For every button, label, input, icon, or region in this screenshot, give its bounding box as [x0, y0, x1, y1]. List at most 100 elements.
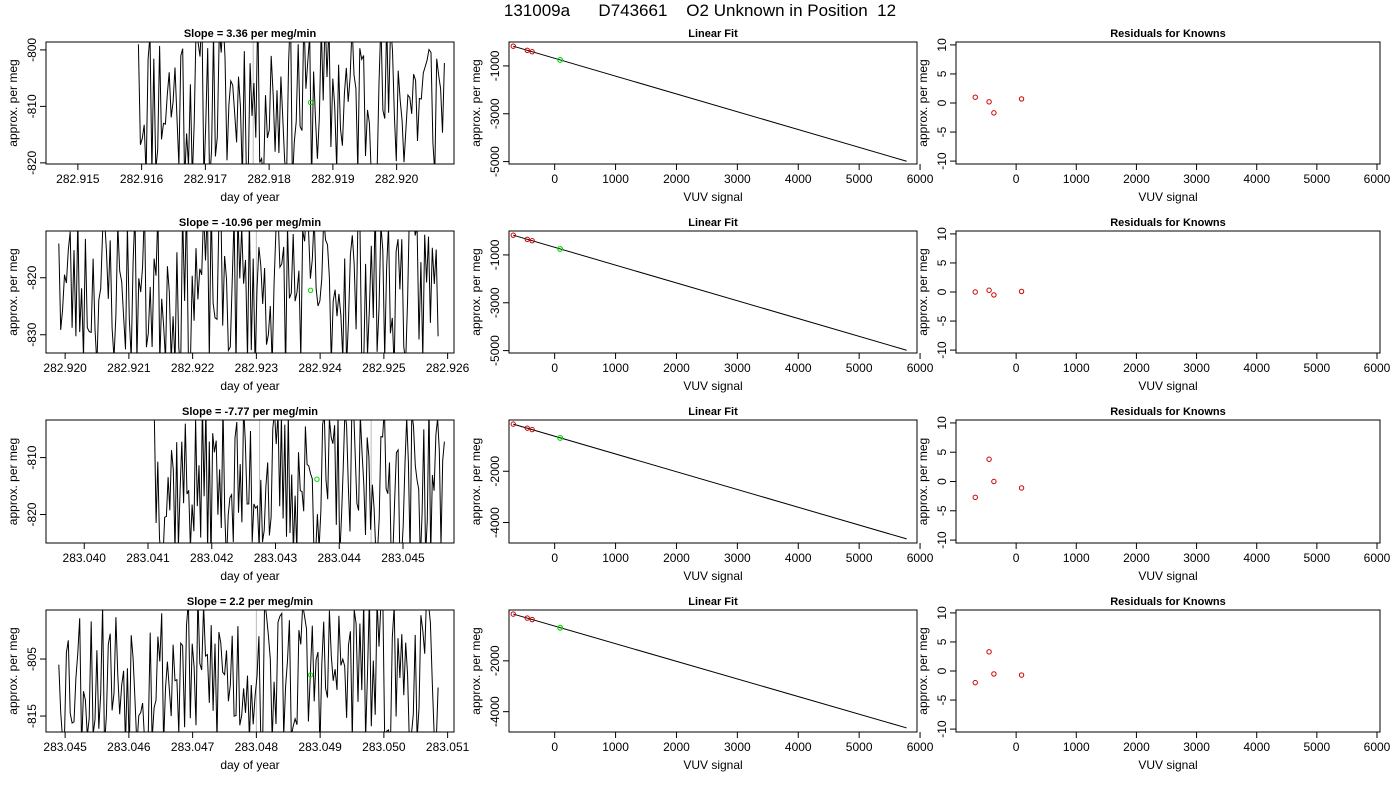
panel-title: Slope = -10.96 per meg/min	[179, 217, 321, 229]
time-series-line	[137, 42, 445, 164]
panel-title: Linear Fit	[688, 217, 738, 229]
x-tick-label: 282.920	[375, 172, 419, 186]
residual-point	[1018, 288, 1025, 295]
known-point	[510, 611, 516, 617]
time-series-line	[58, 610, 439, 732]
residual-point	[1018, 672, 1025, 678]
residual-point	[972, 679, 978, 686]
y-tick-label: 0	[935, 667, 949, 674]
panel-time-series-row-1: Slope = 3.36 per meg/min day of year appro…	[6, 28, 455, 204]
panel-linear-fit-row-1: Linear Fit VUV signal approx. per meg 0 1000…	[469, 28, 934, 204]
x-axis-label: day of year	[220, 569, 279, 583]
plot-frame	[955, 609, 1381, 733]
x-axis-label: VUV signal	[1138, 758, 1197, 772]
x-tick-label: 0	[1013, 551, 1020, 565]
known-point	[510, 43, 516, 49]
plot-frame	[955, 41, 1381, 165]
panel-title: Linear Fit	[688, 406, 738, 418]
x-tick-label: 4000	[785, 551, 812, 565]
x-tick-label: 1000	[602, 551, 629, 565]
x-tick-label: 283.051	[426, 740, 470, 754]
x-tick-label: 6000	[1364, 361, 1391, 375]
x-tick-label: 3000	[724, 172, 751, 186]
residual-point	[986, 287, 992, 293]
residual-point	[972, 94, 978, 100]
x-tick-label: 4000	[1243, 740, 1270, 754]
x-tick-label: 282.921	[107, 361, 151, 375]
plot-frame	[508, 419, 918, 544]
y-tick-label: -5	[935, 315, 949, 326]
time-series-line	[153, 420, 445, 543]
y-tick-label: -815	[25, 704, 39, 728]
y-axis-label: approx. per meg	[6, 59, 20, 146]
x-tick-label: 6000	[1364, 551, 1391, 565]
x-tick-label: 4000	[1243, 172, 1270, 186]
panel-title: Slope = 3.36 per meg/min	[184, 28, 317, 40]
x-tick-label: 2000	[1123, 740, 1150, 754]
unknown-point	[557, 56, 564, 63]
x-tick-label: 0	[1013, 740, 1020, 754]
x-tick-label: 2000	[1123, 551, 1150, 565]
y-tick-label: -5	[935, 505, 949, 516]
residual-point	[991, 292, 997, 298]
y-tick-label: -4000	[488, 696, 502, 727]
x-tick-label: 1000	[602, 172, 629, 186]
panel-title: Residuals for Knowns	[1110, 28, 1226, 40]
x-tick-label: 5000	[846, 740, 873, 754]
x-tick-label: 3000	[724, 361, 751, 375]
plot-frame	[955, 230, 1381, 354]
x-tick-label: 6000	[907, 172, 934, 186]
known-point	[510, 232, 516, 238]
x-tick-label: 283.046	[107, 740, 151, 754]
x-tick-label: 1000	[602, 740, 629, 754]
plot-frame	[508, 41, 918, 165]
residual-point	[986, 99, 992, 105]
x-axis-label: VUV signal	[683, 379, 742, 393]
panel-title: Residuals for Knowns	[1110, 406, 1226, 418]
known-point	[529, 238, 535, 244]
x-tick-label: 5000	[846, 361, 873, 375]
known-point	[510, 421, 516, 427]
x-tick-label: 283.041	[126, 551, 170, 565]
fit-line	[513, 423, 907, 540]
x-tick-label: 282.918	[247, 172, 291, 186]
panel-residuals-row-1: Residuals for Knowns VUV signal approx. pe…	[916, 28, 1391, 204]
x-tick-label: 2000	[1123, 361, 1150, 375]
y-axis-label: approx. per meg	[6, 248, 20, 335]
known-point	[529, 426, 535, 433]
fit-line	[513, 234, 907, 351]
x-axis-label: VUV signal	[1138, 379, 1197, 393]
panel-residuals-row-3: Residuals for Knowns VUV signal approx. pe…	[916, 406, 1391, 583]
x-tick-label: 4000	[785, 172, 812, 186]
x-tick-label: 3000	[724, 551, 751, 565]
y-tick-label: -810	[25, 445, 39, 469]
y-axis-label: approx. per meg	[469, 59, 483, 146]
panel-residuals-row-4: Residuals for Knowns VUV signal approx. pe…	[916, 596, 1391, 772]
y-tick-label: 10	[935, 606, 949, 620]
panel-residuals-row-2: Residuals for Knowns VUV signal approx. pe…	[916, 217, 1391, 393]
x-tick-label: 283.042	[190, 551, 234, 565]
x-tick-label: 4000	[1243, 551, 1270, 565]
panel-time-series-row-2: Slope = -10.96 per meg/min day of year app…	[6, 217, 470, 393]
y-axis-label: approx. per meg	[916, 627, 930, 714]
y-tick-label: -820	[25, 265, 39, 289]
x-tick-label: 282.916	[120, 172, 164, 186]
x-tick-label: 5000	[1303, 740, 1330, 754]
y-axis-label: approx. per meg	[469, 627, 483, 714]
panel-linear-fit-row-2: Linear Fit VUV signal approx. per meg 0 1000…	[469, 217, 934, 393]
x-tick-label: 0	[1013, 172, 1020, 186]
residual-point	[991, 110, 997, 116]
x-tick-label: 0	[551, 740, 558, 754]
residual-point	[972, 494, 978, 501]
x-axis-label: VUV signal	[683, 569, 742, 583]
known-point	[524, 615, 530, 621]
y-tick-label: 0	[935, 478, 949, 485]
x-tick-label: 283.050	[362, 740, 406, 754]
unknown-point	[557, 624, 564, 631]
y-axis-label: approx. per meg	[6, 627, 20, 714]
y-tick-label: -1000	[488, 239, 502, 270]
x-tick-label: 283.043	[254, 551, 298, 565]
x-tick-label: 2000	[663, 361, 690, 375]
y-tick-label: -830	[25, 322, 39, 346]
residual-point	[991, 671, 997, 677]
